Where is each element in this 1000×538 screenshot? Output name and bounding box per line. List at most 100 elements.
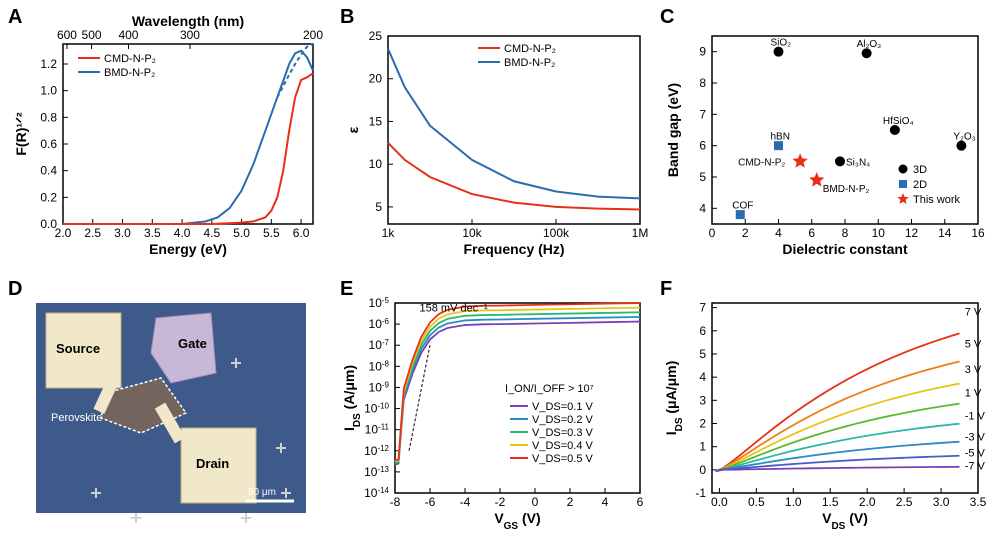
svg-text:V_DS=0.5 V: V_DS=0.5 V [532, 453, 594, 465]
svg-text:10-10: 10-10 [364, 401, 389, 416]
svg-text:10-5: 10-5 [369, 296, 390, 311]
svg-text:10k: 10k [462, 226, 482, 240]
svg-text:F(R)¹ᐟ²: F(R)¹ᐟ² [13, 112, 29, 156]
svg-text:3.5: 3.5 [144, 226, 161, 240]
svg-text:6: 6 [699, 324, 706, 338]
svg-text:-7 V: -7 V [965, 460, 986, 472]
panel-c-label: C [660, 6, 674, 29]
chart-b: 1k10k100k1M510152025Frequency (Hz)εCMD-N… [340, 6, 650, 266]
svg-text:3 V: 3 V [965, 364, 982, 376]
svg-text:0.8: 0.8 [40, 110, 57, 124]
svg-text:10-11: 10-11 [365, 422, 390, 437]
svg-text:Al₂O₃: Al₂O₃ [857, 39, 882, 50]
svg-text:3D: 3D [913, 164, 927, 176]
svg-text:0.5: 0.5 [748, 495, 765, 509]
svg-text:10-12: 10-12 [364, 443, 389, 458]
svg-text:IDS (A/μm): IDS (A/μm) [341, 365, 363, 431]
svg-text:10-6: 10-6 [369, 317, 390, 332]
svg-text:4.0: 4.0 [174, 226, 191, 240]
svg-text:2.5: 2.5 [84, 226, 101, 240]
svg-text:7: 7 [699, 107, 706, 121]
svg-text:8: 8 [699, 76, 706, 90]
panel-f-label: F [660, 278, 672, 301]
image-d: SourceGateDrainPerovskite50 μm [8, 278, 328, 530]
panel-b: B 1k10k100k1M510152025Frequency (Hz)εCMD… [340, 6, 650, 266]
svg-text:4: 4 [699, 370, 706, 384]
svg-text:Drain: Drain [196, 456, 229, 471]
svg-text:400: 400 [118, 28, 138, 42]
svg-text:500: 500 [82, 28, 102, 42]
svg-text:I_ON/I_OFF > 10⁷: I_ON/I_OFF > 10⁷ [505, 383, 594, 395]
svg-text:2.5: 2.5 [896, 495, 913, 509]
svg-text:6.0: 6.0 [293, 226, 310, 240]
chart-a: 2.02.53.03.54.04.55.05.56.00.00.20.40.60… [8, 6, 328, 266]
svg-text:1.0: 1.0 [40, 84, 57, 98]
panel-a-label: A [8, 6, 22, 29]
svg-text:15: 15 [369, 114, 383, 128]
svg-text:BMD-N-P₂: BMD-N-P₂ [823, 184, 870, 195]
svg-text:CMD-N-P₂: CMD-N-P₂ [104, 53, 156, 65]
svg-text:10-8: 10-8 [369, 359, 390, 374]
svg-text:4: 4 [699, 201, 706, 215]
svg-text:25: 25 [369, 29, 383, 43]
svg-text:-5 V: -5 V [965, 448, 986, 460]
svg-text:2.0: 2.0 [859, 495, 876, 509]
svg-text:0: 0 [532, 495, 539, 509]
svg-text:3: 3 [699, 393, 706, 407]
svg-text:V_DS=0.3 V: V_DS=0.3 V [532, 427, 594, 439]
svg-text:200: 200 [303, 28, 323, 42]
panel-c: C 0246810121416456789Dielectric constant… [660, 6, 990, 266]
svg-text:14: 14 [938, 226, 952, 240]
svg-text:BMD-N-P₂: BMD-N-P₂ [504, 57, 555, 69]
svg-text:4: 4 [602, 495, 609, 509]
svg-text:-1: -1 [695, 486, 706, 500]
svg-text:-8: -8 [390, 495, 401, 509]
svg-text:10-13: 10-13 [364, 464, 389, 479]
svg-text:1M: 1M [632, 226, 649, 240]
svg-text:158 mV dec⁻¹: 158 mV dec⁻¹ [420, 302, 489, 314]
svg-text:10: 10 [872, 226, 886, 240]
chart-c: 0246810121416456789Dielectric constantBa… [660, 6, 990, 266]
svg-text:V_DS=0.2 V: V_DS=0.2 V [532, 414, 594, 426]
svg-text:10: 10 [369, 157, 383, 171]
svg-text:COF: COF [732, 201, 753, 212]
svg-text:0.6: 0.6 [40, 137, 57, 151]
svg-text:ε: ε [345, 126, 361, 133]
svg-text:0.4: 0.4 [40, 164, 57, 178]
svg-text:SiO₂: SiO₂ [771, 38, 792, 49]
svg-text:2: 2 [699, 416, 706, 430]
svg-text:-1 V: -1 V [965, 411, 986, 423]
svg-text:6: 6 [699, 139, 706, 153]
svg-text:CMD-N-P₂: CMD-N-P₂ [504, 43, 556, 55]
svg-text:12: 12 [905, 226, 919, 240]
svg-text:VGS (V): VGS (V) [494, 510, 540, 530]
svg-text:V_DS=0.4 V: V_DS=0.4 V [532, 440, 594, 452]
svg-text:5.0: 5.0 [233, 226, 250, 240]
svg-text:3.5: 3.5 [970, 495, 987, 509]
svg-text:VDS (V): VDS (V) [822, 510, 868, 530]
svg-text:Source: Source [56, 341, 100, 356]
svg-text:7: 7 [699, 301, 706, 315]
svg-text:Y₂O₃: Y₂O₃ [953, 132, 975, 143]
svg-text:1k: 1k [382, 226, 396, 240]
svg-text:BMD-N-P₂: BMD-N-P₂ [104, 67, 155, 79]
svg-text:5: 5 [699, 170, 706, 184]
svg-text:0: 0 [709, 226, 716, 240]
panel-f: F 0.00.51.01.52.02.53.03.5-101234567VDS … [660, 278, 990, 530]
svg-text:300: 300 [180, 28, 200, 42]
svg-text:0: 0 [699, 463, 706, 477]
chart-e: -8-6-4-2024610-1410-1310-1210-1110-1010-… [340, 278, 650, 530]
panel-e: E -8-6-4-2024610-1410-1310-1210-1110-101… [340, 278, 650, 530]
svg-text:1.0: 1.0 [785, 495, 802, 509]
svg-text:6: 6 [808, 226, 815, 240]
svg-text:2D: 2D [913, 179, 927, 191]
panel-d: D SourceGateDrainPerovskite50 μm [8, 278, 328, 530]
svg-text:5: 5 [375, 200, 382, 214]
svg-text:100k: 100k [543, 226, 570, 240]
svg-text:5 V: 5 V [965, 339, 982, 351]
svg-text:This work: This work [913, 194, 961, 206]
panel-a: A 2.02.53.03.54.04.55.05.56.00.00.20.40.… [8, 6, 328, 266]
svg-text:50 μm: 50 μm [248, 487, 276, 498]
svg-text:10-9: 10-9 [369, 380, 390, 395]
svg-text:7 V: 7 V [965, 306, 982, 318]
